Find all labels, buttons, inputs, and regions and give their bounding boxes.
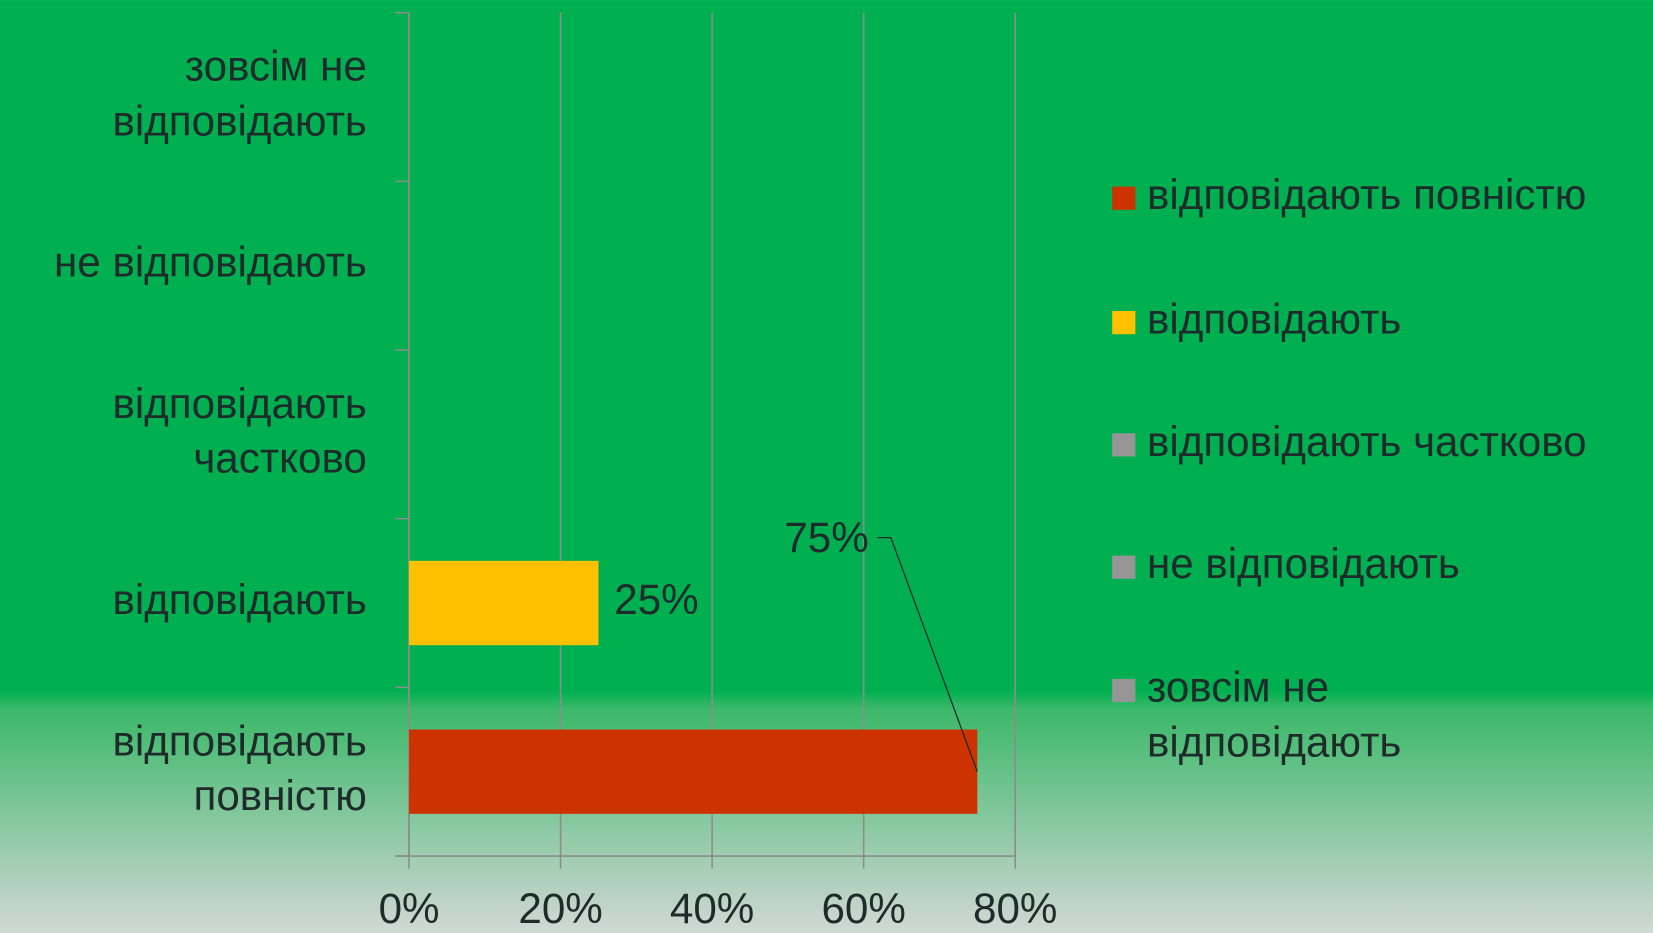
bar bbox=[409, 729, 978, 814]
legend-label: відповідають bbox=[1147, 296, 1401, 343]
y-tick-label: відповідають повністю bbox=[112, 717, 366, 819]
legend-label: не відповідають bbox=[1147, 540, 1460, 587]
x-tick-label: 40% bbox=[670, 885, 754, 932]
x-tick-label: 20% bbox=[518, 885, 602, 932]
leader-line bbox=[877, 537, 978, 772]
y-tick-label: відповідають bbox=[112, 576, 366, 623]
x-tick-label: 80% bbox=[973, 885, 1057, 932]
legend-swatch bbox=[1112, 433, 1136, 457]
y-tick-label: зовсім не відповідають bbox=[112, 43, 366, 145]
x-tick-label: 0% bbox=[379, 885, 440, 932]
legend-label: зовсім не відповідають bbox=[1147, 664, 1401, 766]
x-tick-label: 60% bbox=[821, 885, 905, 932]
data-label: 25% bbox=[614, 576, 698, 623]
legend-label: відповідають повністю bbox=[1147, 171, 1586, 218]
legend-swatch bbox=[1112, 678, 1136, 703]
bar bbox=[409, 560, 599, 646]
legend-swatch bbox=[1112, 311, 1136, 335]
legend-swatch bbox=[1112, 555, 1136, 579]
legend-label: відповідають частково bbox=[1147, 418, 1587, 465]
data-label: 75% bbox=[784, 514, 868, 561]
y-tick-label: не відповідають bbox=[54, 239, 367, 286]
y-tick-label: відповідають частково bbox=[112, 380, 366, 482]
legend-swatch bbox=[1112, 186, 1136, 210]
